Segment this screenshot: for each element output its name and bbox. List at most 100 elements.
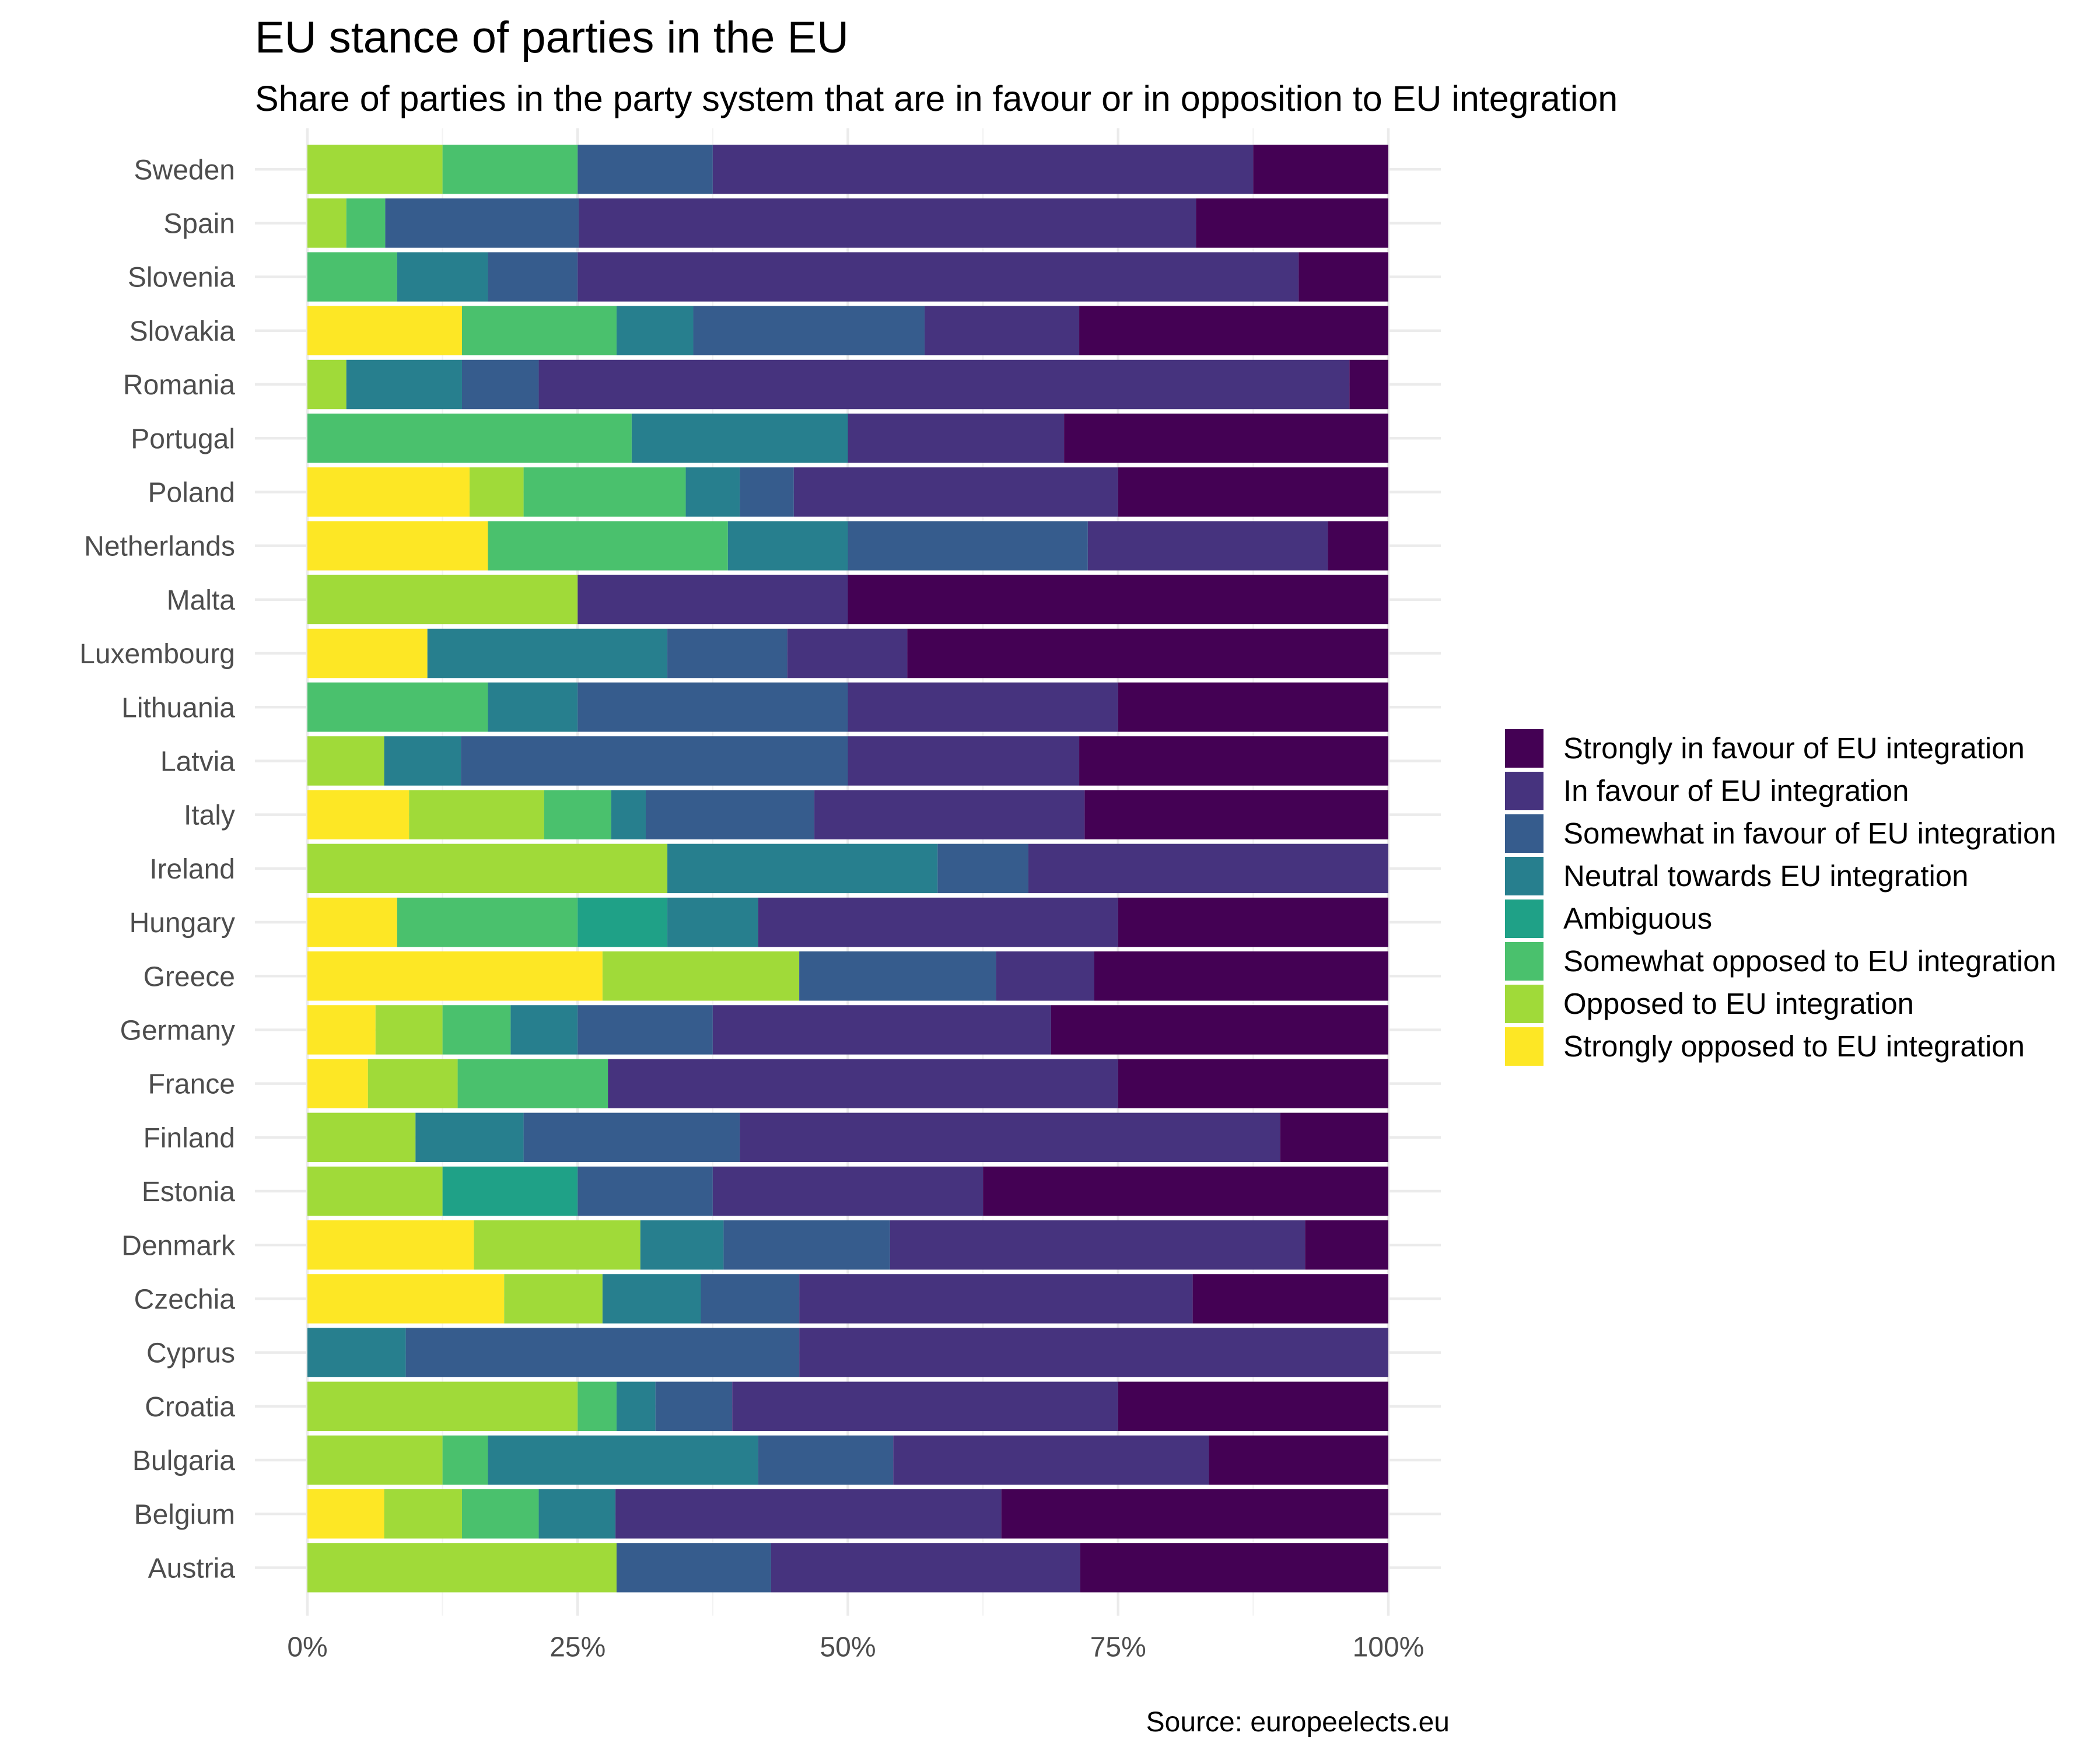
x-tick-label: 75% bbox=[1090, 1632, 1146, 1663]
y-tick-label: Greece bbox=[144, 961, 235, 992]
bar-segment-latvia bbox=[384, 736, 461, 786]
bar-segment-belgium bbox=[615, 1489, 1002, 1539]
y-axis-tick-labels: Sweden Spain Slovenia Slovakia Romania Portug… bbox=[79, 155, 236, 1584]
bar-segment-poland bbox=[307, 467, 470, 517]
y-tick-label: Luxembourg bbox=[79, 639, 235, 670]
chart-title: EU stance of parties in the EU bbox=[255, 13, 849, 62]
bar-segment-netherlands bbox=[848, 521, 1088, 570]
bar-segment-latvia bbox=[848, 736, 1080, 786]
bar-segment-germany bbox=[1051, 1005, 1388, 1055]
bar-segment-netherlands bbox=[307, 521, 488, 570]
bar-segment-estonia bbox=[578, 1166, 713, 1216]
bar-segment-lithuania bbox=[848, 682, 1118, 732]
bar-segment-poland bbox=[740, 467, 794, 517]
bar-segment-cyprus bbox=[799, 1328, 1388, 1377]
bar-segment-germany bbox=[578, 1005, 713, 1055]
bar-segment-luxembourg bbox=[427, 628, 668, 678]
y-tick-label: Italy bbox=[184, 800, 235, 831]
bar-segment-slovakia bbox=[616, 306, 694, 356]
bar-segment-belgium bbox=[538, 1489, 616, 1539]
y-tick-label: Finland bbox=[144, 1123, 235, 1154]
legend-label: Somewhat in favour of EU integration bbox=[1563, 817, 2056, 850]
bar-segment-luxembourg bbox=[787, 628, 908, 678]
legend-key bbox=[1505, 857, 1544, 895]
bar-segment-france bbox=[368, 1059, 458, 1108]
bar-segment-sweden bbox=[442, 145, 578, 194]
bar-segment-slovenia bbox=[1298, 252, 1388, 302]
y-tick-label: Spain bbox=[163, 208, 235, 239]
legend-key bbox=[1505, 1027, 1544, 1066]
y-tick-label: Croatia bbox=[145, 1392, 235, 1423]
bar-segment-hungary bbox=[1118, 897, 1388, 947]
bar-segment-croatia bbox=[307, 1381, 578, 1432]
bar-segment-romania bbox=[461, 359, 539, 410]
legend-label: Opposed to EU integration bbox=[1563, 987, 1914, 1020]
bars bbox=[307, 145, 1388, 1592]
y-tick-label: Sweden bbox=[134, 155, 235, 186]
bar-segment-denmark bbox=[307, 1220, 474, 1270]
bar-segment-luxembourg bbox=[307, 628, 428, 678]
bar-segment-latvia bbox=[307, 736, 384, 786]
bar-segment-italy bbox=[645, 790, 815, 839]
bar-segment-latvia bbox=[1079, 736, 1388, 786]
bar-segment-ireland bbox=[307, 844, 668, 894]
legend-key bbox=[1505, 942, 1544, 981]
bar-segment-slovakia bbox=[1079, 306, 1388, 356]
bar-segment-czechia bbox=[1192, 1274, 1388, 1324]
bar-segment-romania bbox=[346, 359, 462, 410]
bar-segment-austria bbox=[307, 1543, 617, 1592]
bar-segment-netherlands bbox=[727, 521, 848, 570]
y-tick-label: Austria bbox=[148, 1553, 236, 1584]
bar-segment-slovenia bbox=[488, 252, 578, 302]
legend-key bbox=[1505, 729, 1544, 768]
bar-segment-portugal bbox=[307, 414, 632, 463]
bar-segment-greece bbox=[602, 951, 800, 1001]
bar-segment-cyprus bbox=[307, 1328, 406, 1377]
bar-segment-france bbox=[1118, 1059, 1388, 1108]
y-tick-label: Cyprus bbox=[146, 1338, 235, 1369]
bar-segment-luxembourg bbox=[667, 628, 788, 678]
bar-segment-portugal bbox=[1064, 414, 1388, 463]
y-tick-label: Germany bbox=[120, 1015, 235, 1046]
bar-segment-croatia bbox=[655, 1381, 733, 1432]
bar-segment-luxembourg bbox=[907, 628, 1388, 678]
bar-segment-hungary bbox=[307, 897, 397, 947]
bar-segment-sweden bbox=[307, 145, 443, 194]
x-tick-label: 100% bbox=[1353, 1632, 1424, 1663]
bar-segment-greece bbox=[1094, 951, 1388, 1001]
bar-segment-croatia bbox=[1118, 1381, 1388, 1432]
bar-segment-italy bbox=[544, 790, 611, 839]
bar-segment-latvia bbox=[461, 736, 848, 786]
legend-key bbox=[1505, 814, 1544, 853]
y-tick-label: Poland bbox=[148, 477, 235, 508]
y-tick-label: Hungary bbox=[130, 908, 235, 939]
bar-segment-spain bbox=[385, 198, 579, 248]
bar-segment-bulgaria bbox=[442, 1435, 488, 1485]
bar-segment-slovenia bbox=[397, 252, 488, 302]
x-axis-tick-labels: 0% 25% 50% 75% 100% bbox=[287, 1632, 1424, 1663]
bar-segment-lithuania bbox=[307, 682, 488, 732]
bar-segment-croatia bbox=[578, 1381, 617, 1432]
bar-segment-slovenia bbox=[578, 252, 1299, 302]
bar-segment-bulgaria bbox=[1209, 1435, 1388, 1485]
bar-segment-hungary bbox=[397, 897, 578, 947]
legend-label: Neutral towards EU integration bbox=[1563, 859, 1969, 892]
bar-segment-croatia bbox=[732, 1381, 1118, 1432]
bar-segment-croatia bbox=[616, 1381, 656, 1432]
bar-segment-netherlands bbox=[488, 521, 728, 570]
bar-segment-italy bbox=[1084, 790, 1388, 839]
bar-segment-lithuania bbox=[578, 682, 848, 732]
y-tick-label: Netherlands bbox=[84, 531, 235, 562]
legend-key bbox=[1505, 985, 1544, 1023]
bar-segment-austria bbox=[771, 1543, 1080, 1592]
bar-segment-bulgaria bbox=[488, 1435, 758, 1485]
y-tick-label: Denmark bbox=[121, 1230, 236, 1261]
bar-segment-finland bbox=[740, 1112, 1280, 1163]
bar-segment-austria bbox=[1080, 1543, 1388, 1592]
bar-segment-belgium bbox=[307, 1489, 384, 1539]
legend-label: Ambiguous bbox=[1563, 902, 1712, 935]
bar-segment-germany bbox=[375, 1005, 443, 1055]
legend-key bbox=[1505, 772, 1544, 810]
x-tick-label: 50% bbox=[820, 1632, 876, 1663]
bar-segment-bulgaria bbox=[307, 1435, 443, 1485]
